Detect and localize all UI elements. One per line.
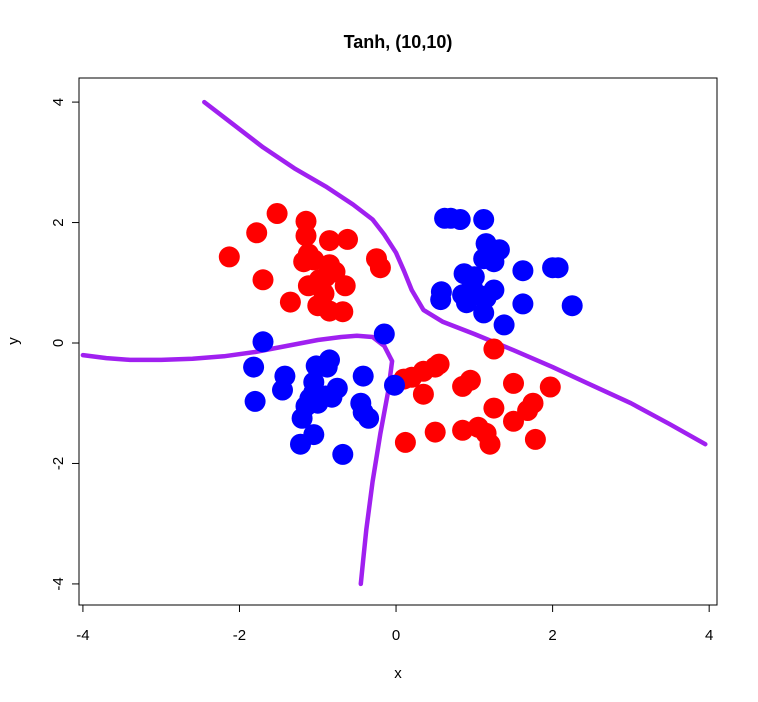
red-point (334, 275, 356, 297)
y-tick-label: 4 (50, 98, 67, 106)
red-point (319, 230, 340, 252)
blue-point (332, 443, 354, 465)
blue-point (272, 379, 293, 401)
red-point (218, 246, 240, 268)
y-tick-label: 2 (50, 218, 67, 226)
blue-point (384, 374, 405, 396)
red-point (297, 275, 319, 297)
red-point (337, 228, 358, 250)
x-axis: -4 -2 0 2 4 (76, 604, 713, 644)
blue-point (456, 292, 477, 314)
red-point (483, 338, 505, 360)
red-point (246, 222, 268, 244)
decision-boundary-line (202, 99, 708, 447)
x-tick-label: 2 (548, 627, 556, 644)
blue-point (473, 302, 495, 324)
blue-point (547, 257, 569, 279)
red-point (293, 251, 315, 273)
blue-point (512, 260, 534, 282)
red-point (266, 203, 288, 224)
decision-boundary-line (80, 333, 395, 587)
red-point (394, 431, 416, 453)
y-axis: -4 -2 0 2 4 (50, 98, 80, 591)
blue-point (473, 209, 495, 230)
blue-point (430, 289, 452, 311)
red-point (503, 372, 524, 394)
red-point (332, 301, 354, 323)
blue-point (316, 356, 338, 378)
red-point (424, 421, 446, 443)
x-tick-label: -2 (233, 627, 246, 644)
y-tick-label: -2 (50, 457, 67, 470)
blue-point (449, 209, 471, 230)
red-point (295, 225, 317, 247)
red-point (295, 210, 317, 232)
red-point (479, 433, 501, 455)
blue-point (512, 293, 534, 315)
blue-point (493, 314, 515, 336)
decision-boundary-layer (80, 99, 708, 587)
blue-point (483, 251, 505, 273)
red-point (452, 419, 474, 441)
x-tick-label: 0 (392, 627, 400, 644)
red-point (279, 291, 301, 313)
red-point (539, 376, 561, 398)
y-tick-label: 0 (50, 339, 67, 347)
red-point (252, 269, 274, 291)
red-point (452, 375, 474, 397)
blue-point (243, 356, 265, 378)
red-point (412, 383, 434, 405)
red-point (524, 428, 546, 450)
blue-point (291, 407, 313, 429)
blue-point (352, 365, 374, 387)
red-point (503, 410, 524, 432)
plot-frame (78, 77, 718, 606)
x-tick-label: -4 (76, 627, 89, 644)
red-point (369, 257, 391, 279)
blue-point (358, 407, 380, 429)
blue-point (373, 323, 395, 345)
chart-title: Tanh, (10,10) (344, 32, 453, 52)
red-point (483, 397, 505, 419)
x-axis-label: x (394, 665, 402, 682)
y-tick-label: -4 (50, 577, 67, 590)
blue-point (290, 433, 311, 455)
y-axis-label: y (5, 337, 22, 345)
blue-point (561, 295, 583, 317)
points-layer (218, 203, 583, 465)
blue-point (244, 390, 266, 412)
blue-point (252, 331, 274, 353)
x-tick-label: 4 (705, 627, 713, 644)
